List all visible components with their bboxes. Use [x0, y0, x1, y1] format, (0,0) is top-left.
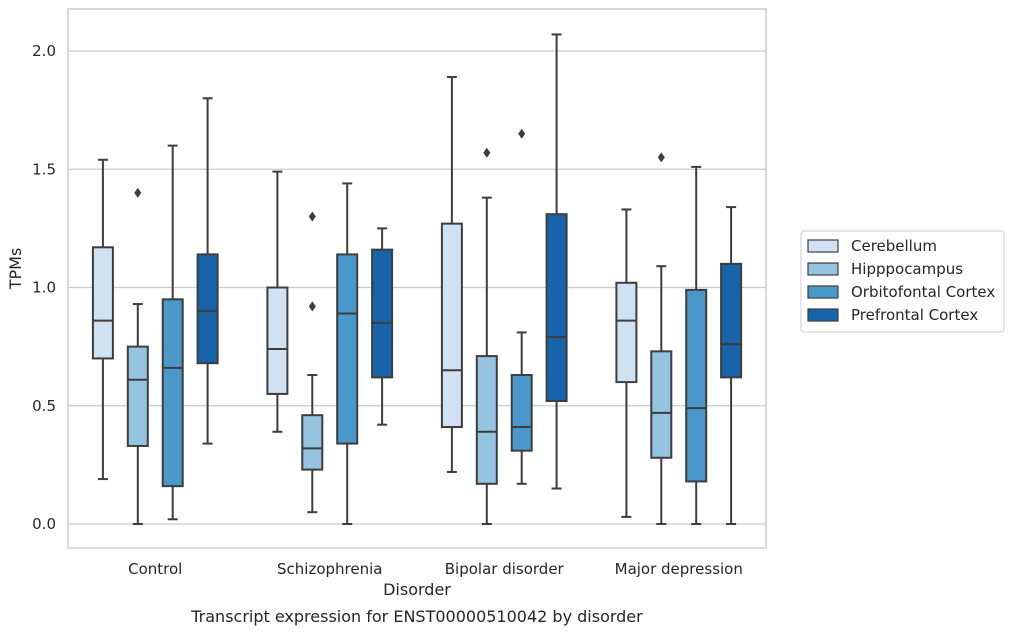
legend-swatch [807, 262, 839, 276]
box-iqr [650, 350, 673, 459]
plot-frame [67, 8, 767, 549]
legend-frame [800, 230, 1005, 333]
y-tick-label: 0.0 [32, 515, 56, 533]
box-orbitofontal-cortex-schizophrenia [336, 182, 359, 525]
legend-label: Cerebellum [851, 237, 937, 255]
box-orbitofontal-cortex-major-depression [685, 165, 708, 525]
box-iqr [371, 248, 394, 379]
box-iqr [301, 414, 324, 471]
legend-label: Prefrontal Cortex [851, 306, 978, 324]
box-iqr [161, 298, 184, 488]
legend-label: Hipppocampus [851, 260, 963, 278]
outlier-point [483, 147, 491, 158]
legend-swatch [807, 308, 839, 322]
box-iqr [510, 374, 533, 452]
x-tick-label: Control [128, 560, 182, 578]
box-iqr [720, 262, 743, 379]
box-cerebellum-schizophrenia [266, 170, 289, 433]
box-hipppocampus-bipolar-disorder [475, 147, 498, 525]
outlier-point [518, 128, 526, 139]
box-iqr [126, 345, 149, 447]
box-iqr [685, 288, 708, 483]
box-prefrontal-cortex-bipolar-disorder [545, 33, 568, 490]
box-iqr [475, 355, 498, 485]
box-iqr [196, 253, 219, 365]
outlier-point [308, 301, 316, 312]
box-iqr [545, 213, 568, 403]
box-cerebellum-bipolar-disorder [440, 76, 463, 473]
box-cerebellum-major-depression [615, 208, 638, 518]
outlier-point [657, 152, 665, 163]
x-tick-label: Schizophrenia [277, 560, 382, 578]
boxes [91, 33, 743, 525]
box-prefrontal-cortex-schizophrenia [371, 227, 394, 426]
x-axis-ticks: Control Schizophrenia Bipolar disorder Majo… [128, 560, 743, 578]
box-iqr [336, 253, 359, 445]
y-axis-label: TPMs [6, 248, 25, 291]
grid-lines [68, 50, 766, 525]
outlier-point [308, 211, 316, 222]
y-axis-ticks: 0.0 0.5 1.0 1.5 2.0 [32, 42, 56, 533]
box-prefrontal-cortex-major-depression [720, 206, 743, 525]
box-iqr [266, 286, 289, 395]
x-axis-label: Disorder [383, 580, 451, 599]
box-hipppocampus-major-depression [650, 152, 673, 525]
box-orbitofontal-cortex-control [161, 144, 184, 521]
y-tick-label: 1.5 [32, 160, 56, 178]
box-hipppocampus-schizophrenia [301, 211, 324, 514]
box-iqr [615, 281, 638, 384]
legend-swatch [807, 239, 839, 253]
y-tick-label: 2.0 [32, 42, 56, 60]
legend-swatch [807, 285, 839, 299]
x-tick-label: Bipolar disorder [445, 560, 565, 578]
box-hipppocampus-control [126, 187, 149, 525]
box-prefrontal-cortex-control [196, 97, 219, 445]
x-tick-label: Major depression [615, 560, 743, 578]
box-iqr [440, 222, 463, 429]
box-orbitofontal-cortex-bipolar-disorder [510, 128, 533, 485]
outlier-point [134, 187, 142, 198]
y-tick-label: 1.0 [32, 279, 56, 297]
box-cerebellum-control [91, 158, 114, 481]
chart-caption: Transcript expression for ENST0000051004… [190, 607, 643, 626]
box-iqr [91, 246, 114, 360]
y-tick-label: 0.5 [32, 397, 56, 415]
legend: Cerebellum Hipppocampus Orbitofontal Corte… [800, 230, 1005, 333]
legend-label: Orbitofontal Cortex [851, 283, 995, 301]
